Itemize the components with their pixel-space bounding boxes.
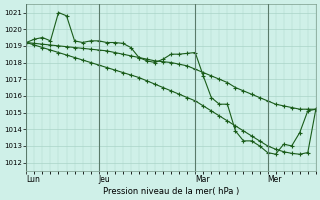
X-axis label: Pression niveau de la mer( hPa ): Pression niveau de la mer( hPa ) <box>103 187 239 196</box>
